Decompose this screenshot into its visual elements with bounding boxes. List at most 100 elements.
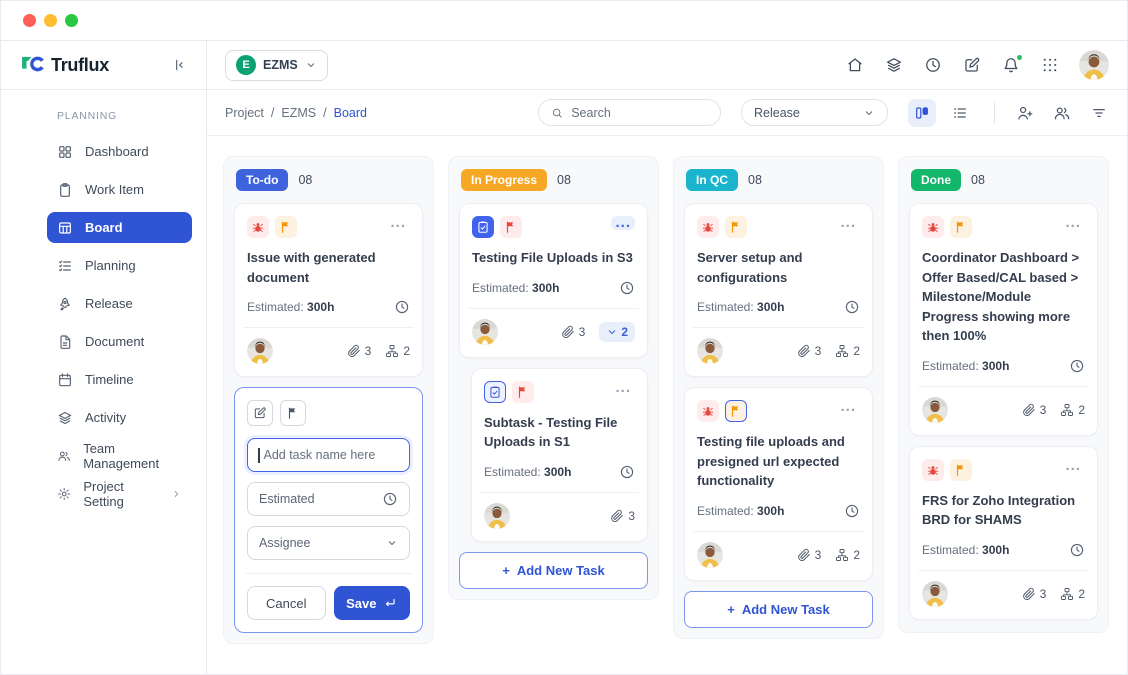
priority-flag-button[interactable] [280,400,306,426]
sidebar-item-label: Release [85,296,133,311]
attachments-count: 3 [347,344,371,358]
close-window-button[interactable] [23,14,36,27]
apps-grid-button[interactable] [1040,55,1060,75]
subtask-card[interactable]: ... Subtask - Testing File Uploads in S1… [471,367,648,542]
assignee-avatar[interactable] [922,397,948,423]
breadcrumb-ezms[interactable]: EZMS [281,105,317,120]
release-filter-select[interactable]: Release [741,99,888,126]
zoom-window-button[interactable] [65,14,78,27]
flag-icon-selected [725,400,747,422]
new-task-form: Add task name here Estimated Assignee [234,387,423,633]
card-menu-button[interactable]: ... [1061,215,1085,230]
sidebar-collapse-button[interactable] [168,54,190,76]
assignee-avatar[interactable] [697,338,723,364]
flag-icon [950,458,972,481]
assignee-placeholder: Assignee [259,536,311,550]
task-card[interactable]: ... FRS for Zoho Integration BRD for SHA… [909,445,1098,620]
calendar-icon [57,372,73,388]
sidebar-item-timeline[interactable]: Timeline [47,364,192,395]
column-status-badge[interactable]: To-do [236,169,289,191]
brand-name: Truflux [51,54,109,75]
assignee-select[interactable]: Assignee [247,526,410,560]
sidebar-item-document[interactable]: Document [47,326,192,357]
user-avatar[interactable] [1079,50,1109,80]
sidebar-item-label: Activity [85,410,127,425]
members-button[interactable] [1052,103,1072,123]
workspace-switcher[interactable]: E EZMS [225,49,328,81]
notifications-button[interactable] [1001,54,1023,75]
clock-icon [619,280,635,296]
column-status-badge[interactable]: In QC [686,169,738,191]
task-card[interactable]: ... Issue with generated document Estima… [234,203,423,377]
main-header: E EZMS [207,41,1127,90]
kanban-board: To-do 08 ... Issue with generated docume… [207,136,1127,674]
breadcrumb-project[interactable]: Project [225,105,264,120]
assignee-avatar[interactable] [922,581,948,607]
card-menu-button[interactable]: ... [1061,458,1085,473]
sidebar-item-project-setting[interactable]: Project Setting [47,478,192,509]
window-titlebar [1,1,1127,41]
column-status-badge[interactable]: Done [911,169,961,191]
app-logo: Truflux [21,55,109,76]
search-input[interactable] [571,105,708,120]
clock-icon [844,299,860,315]
save-button[interactable]: Save [333,586,410,620]
estimated-input[interactable]: Estimated [247,482,410,516]
sidebar-item-release[interactable]: Release [47,288,192,319]
subtask-type-icon [484,380,506,403]
list-view-toggle[interactable] [946,99,974,127]
chevron-down-icon [606,326,618,338]
minimize-window-button[interactable] [44,14,57,27]
card-menu-button[interactable]: ... [836,215,860,230]
card-menu-button[interactable]: ... [386,215,410,230]
paperclip-icon [561,325,575,339]
subtasks-count: 2 [1060,403,1085,417]
time-tracking-button[interactable] [923,55,943,75]
list-icon [952,105,968,121]
add-new-task-button[interactable]: + Add New Task [459,551,648,589]
sidebar-item-board[interactable]: Board [47,212,192,243]
add-member-button[interactable] [1015,103,1035,123]
task-card[interactable]: ... Server setup and configurations Esti… [684,203,873,377]
cancel-button[interactable]: Cancel [247,586,326,620]
sidebar-section-label: PLANNING [57,110,118,122]
filter-button[interactable] [1089,103,1109,123]
card-menu-button[interactable]: ... [611,380,635,395]
task-card[interactable]: ... Testing File Uploads in S3 Estimated… [459,203,648,358]
view-toggles [908,98,974,127]
assignee-avatar[interactable] [472,319,498,345]
sidebar: Truflux PLANNING Dashboard Work Item Boa… [1,41,207,674]
sidebar-item-planning[interactable]: Planning [47,250,192,281]
attachments-count: 3 [610,509,635,523]
attachments-count: 3 [1022,403,1046,417]
task-name-input[interactable]: Add task name here [247,438,410,472]
compose-button[interactable] [962,55,982,75]
sidebar-item-activity[interactable]: Activity [47,402,192,433]
card-menu-button[interactable]: ... [611,215,635,230]
task-type-button[interactable] [247,400,273,426]
sidebar-item-team-management[interactable]: Team Management [47,440,192,471]
sidebar-header: Truflux [1,41,206,90]
kanban-view-toggle[interactable] [908,98,936,127]
add-new-task-button[interactable]: + Add New Task [684,590,873,628]
plus-icon: + [502,562,510,578]
task-card[interactable]: ... Testing file uploads and presigned u… [684,387,873,581]
layers-icon [57,410,73,426]
expand-subtasks-button[interactable]: 2 [599,321,635,342]
assignee-avatar[interactable] [697,542,723,568]
card-menu-button[interactable]: ... [836,399,860,414]
column-count: 08 [557,173,571,187]
sidebar-item-dashboard[interactable]: Dashboard [47,136,192,167]
bug-icon [697,400,719,422]
sidebar-item-work-item[interactable]: Work Item [47,174,192,205]
column-status-badge[interactable]: In Progress [461,169,548,191]
home-button[interactable] [845,55,865,75]
assignee-avatar[interactable] [484,503,510,529]
stack-button[interactable] [884,55,904,75]
card-title: Subtask - Testing File Uploads in S1 [484,414,618,450]
assignee-avatar[interactable] [247,338,273,364]
subtasks-count: 2 [835,344,860,358]
task-card[interactable]: ... Coordinator Dashboard > Offer Based/… [909,203,1098,436]
attachments-count: 3 [797,344,821,358]
edit-icon [253,406,267,420]
